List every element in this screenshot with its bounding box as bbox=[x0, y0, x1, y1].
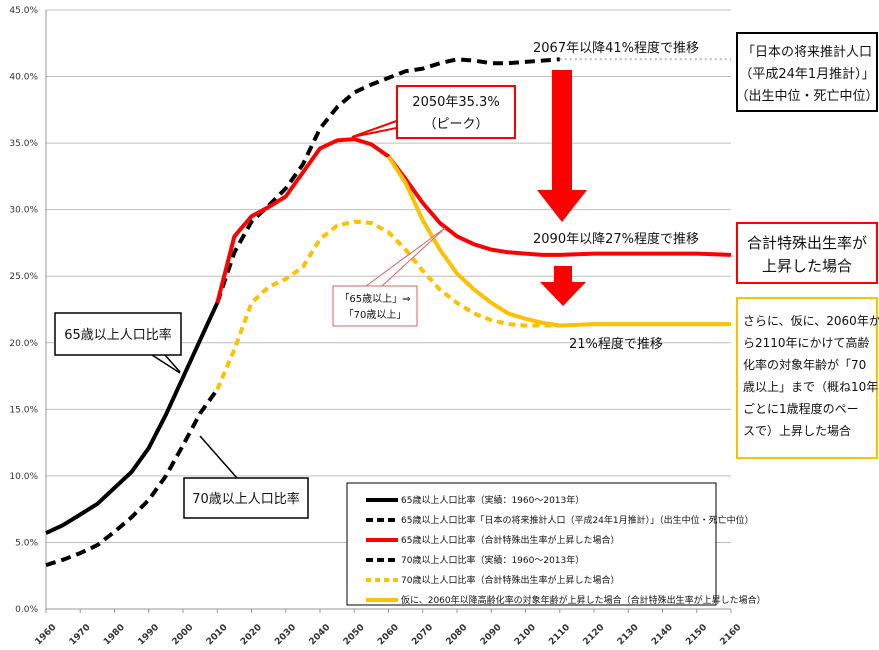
ageshift-line1: さらに、仮に、2060年か bbox=[743, 314, 879, 328]
x-tick-label: 2160 bbox=[719, 623, 744, 648]
ageshift-line3: 化率の対象年齢が「70 bbox=[743, 357, 866, 372]
arrow-41-to-27 bbox=[537, 70, 587, 222]
over65-label: 65歳以上人口比率 bbox=[64, 327, 172, 343]
y-tick-label: 40.0% bbox=[9, 73, 38, 83]
x-tick-label: 2000 bbox=[171, 623, 196, 648]
x-tick-label: 2060 bbox=[376, 623, 401, 648]
ageshift-line2: ら2110年にかけて高齢 bbox=[743, 335, 870, 350]
age-shift-line2: 「70歳以上」 bbox=[344, 309, 407, 321]
legend-label-0: 65歳以上人口比率（実績：1960～2013年） bbox=[401, 494, 584, 506]
x-tick-label: 2040 bbox=[308, 623, 333, 648]
legend-label-5: 仮に、2060年以降高齢化率の対象年齢が上昇した場合（合計特殊出生率が上昇した場… bbox=[401, 594, 766, 606]
x-tick-label: 2140 bbox=[650, 623, 675, 648]
x-tick-label: 2150 bbox=[684, 623, 709, 648]
ageshift-line5: ごとに1歳程度のペー bbox=[743, 401, 859, 416]
y-tick-label: 15.0% bbox=[9, 405, 38, 415]
x-tick-label: 2030 bbox=[273, 623, 298, 648]
fertility-line1: 合計特殊出生率が bbox=[747, 234, 867, 252]
series-layer bbox=[45, 57, 732, 568]
y-tick-label: 0.0% bbox=[15, 605, 38, 615]
x-tick-label: 2010 bbox=[205, 623, 230, 648]
x-tick-label: 1970 bbox=[68, 623, 93, 648]
legend-label-1: 65歳以上人口比率「日本の将来推計人口（平成24年1月推計）」（出生中位・死亡中… bbox=[401, 514, 754, 526]
label-27-percent: 2090年以降27%程度で推移 bbox=[533, 231, 699, 247]
arrow-27-to-21 bbox=[540, 266, 586, 306]
legend-label-3: 70歳以上人口比率（実績：1960～2013年） bbox=[401, 554, 584, 566]
age-shift-box: さらに、仮に、2060年か ら2110年にかけて高齢 化率の対象年齢が「70 歳… bbox=[736, 297, 879, 459]
x-tick-label: 1980 bbox=[102, 623, 127, 648]
y-tick-label: 25.0% bbox=[9, 272, 38, 282]
ageshift-line4: 歳以上」まで（概ね10年 bbox=[743, 380, 878, 394]
label-41-percent: 2067年以降41%程度で推移 bbox=[533, 40, 699, 56]
peak-label-line1: 2050年35.3% bbox=[412, 95, 499, 110]
series-line-1 bbox=[215, 57, 560, 304]
age-shift-callout: 「65歳以上」⇒ 「70歳以上」 bbox=[332, 227, 446, 327]
x-tick-label: 1990 bbox=[136, 623, 161, 648]
x-tick-label: 2080 bbox=[445, 623, 470, 648]
x-tick-label: 2120 bbox=[582, 623, 607, 648]
peak-label-line2: （ピーク） bbox=[423, 117, 488, 132]
legend: 65歳以上人口比率（実績：1960～2013年） 65歳以上人口比率「日本の将来推… bbox=[346, 482, 766, 606]
y-tick-label: 45.0% bbox=[9, 6, 38, 16]
peak-callout: 2050年35.3% （ピーク） bbox=[351, 85, 516, 139]
age-shift-line1: 「65歳以上」⇒ bbox=[339, 293, 410, 305]
series-line-4 bbox=[215, 219, 560, 391]
x-tick-label: 2130 bbox=[616, 623, 641, 648]
over70-label: 70歳以上人口比率 bbox=[192, 491, 300, 507]
y-tick-label: 30.0% bbox=[9, 206, 38, 216]
x-tick-label: 2100 bbox=[513, 623, 538, 648]
y-tick-label: 35.0% bbox=[9, 139, 38, 149]
y-tick-label: 5.0% bbox=[15, 538, 38, 548]
projection-line3: （出生中位・死亡中位） bbox=[735, 89, 878, 104]
y-axis-ticks: 0.0% 5.0% 10.0% 15.0% 20.0% 25.0% 30.0% 35.0% 40… bbox=[9, 6, 38, 615]
projection-box: 「日本の将来推計人口 （平成24年1月推計）」 （出生中位・死亡中位） bbox=[735, 32, 879, 112]
series-line-2 bbox=[215, 137, 732, 304]
x-tick-label: 2070 bbox=[410, 623, 435, 648]
x-tick-label: 2020 bbox=[239, 623, 264, 648]
x-tick-label: 2050 bbox=[342, 623, 367, 648]
y-tick-label: 10.0% bbox=[9, 472, 38, 482]
over65-callout: 65歳以上人口比率 bbox=[54, 312, 182, 374]
fertility-box: 合計特殊出生率が 上昇した場合 bbox=[736, 222, 878, 284]
projection-line2: （平成24年1月推計）」 bbox=[739, 66, 874, 82]
x-tick-label: 1960 bbox=[34, 623, 59, 648]
over70-callout: 70歳以上人口比率 bbox=[183, 435, 309, 519]
legend-label-2: 65歳以上人口比率（合計特殊出生率が上昇した場合） bbox=[401, 534, 619, 546]
ageshift-line6: スで）上昇した場合 bbox=[743, 423, 851, 438]
legend-label-4: 70歳以上人口比率（合計特殊出生率が上昇した場合） bbox=[401, 574, 619, 586]
x-tick-label: 2090 bbox=[479, 623, 504, 648]
series-line-0 bbox=[45, 301, 220, 535]
label-21-percent: 21%程度で推移 bbox=[569, 336, 663, 352]
series-line-3 bbox=[45, 388, 219, 568]
projection-line1: 「日本の将来推計人口 bbox=[742, 44, 872, 60]
y-tick-label: 20.0% bbox=[9, 339, 38, 349]
x-axis-ticks: 1960 1970 1980 1990 2000 2010 2020 2030 2040 2050… bbox=[34, 609, 744, 648]
x-tick-label: 2110 bbox=[547, 623, 572, 648]
fertility-line2: 上昇した場合 bbox=[762, 257, 852, 275]
series-line-5 bbox=[386, 155, 731, 328]
